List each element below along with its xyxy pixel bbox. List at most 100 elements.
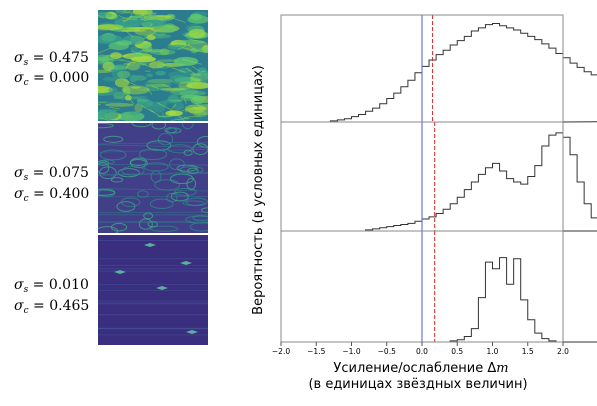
histogram-bar [464, 336, 471, 342]
histogram-bar [387, 227, 394, 231]
caustic-cell [189, 13, 203, 20]
caustic-cell [192, 215, 208, 221]
caustic-cell [104, 103, 135, 107]
histogram-bar [443, 50, 450, 122]
caustic-line [147, 87, 153, 95]
caustic-cell [116, 201, 136, 212]
histogram-bar [507, 28, 514, 122]
histogram-bar [422, 66, 429, 122]
histogram-bar [507, 284, 514, 342]
histogram-panel-1 [280, 14, 597, 123]
histogram-bar [493, 163, 500, 231]
caustic-line [200, 70, 206, 73]
histogram-bar [415, 221, 422, 231]
caustic-line [100, 117, 111, 121]
histogram-bar [408, 80, 415, 122]
caustic-cell [182, 200, 205, 206]
x-tick-label: 1.0 [487, 347, 499, 356]
histogram-panels: −2.0 −1.5 −1.0 −0.5 0.0 0.5 1.0 1.5 2.0 [272, 14, 597, 356]
caustic-line [171, 67, 186, 73]
caustic-cusp [156, 286, 168, 290]
sigma-c-label-1: σc = 0.000 [14, 70, 89, 88]
histogram-steps [281, 132, 597, 232]
axes-text: Вероятность (в условных единицах) Усилен… [251, 65, 528, 392]
histogram-bar [359, 115, 366, 122]
caustic-line [151, 86, 160, 89]
caustic-line [122, 87, 127, 91]
caustic-line [122, 10, 127, 13]
caustic-line [167, 16, 186, 23]
histogram-bar [577, 182, 584, 231]
sigma-s-label-2: σs = 0.075 [14, 165, 89, 183]
histogram-bar [436, 214, 443, 231]
caustic-cell [184, 104, 206, 114]
caustic-cell [103, 135, 124, 143]
histogram-bar [485, 25, 492, 122]
caustic-cell [141, 19, 167, 28]
caustic-line [119, 59, 136, 63]
caustic-line [181, 106, 197, 112]
caustic-cell [115, 40, 133, 46]
histogram-bar [521, 184, 528, 231]
histogram-bar [471, 182, 478, 231]
caustic-cusp [186, 330, 198, 334]
histogram-bar [507, 179, 514, 231]
caustic-line [143, 32, 154, 40]
histogram-bar [401, 224, 408, 231]
caustic-cell [117, 70, 131, 79]
caustic-line [123, 27, 126, 29]
histogram-bar [563, 58, 570, 122]
histogram-bar [584, 204, 591, 231]
caustic-line [98, 211, 208, 214]
caustic-cell [165, 110, 183, 117]
caustic-cell [110, 52, 122, 60]
map-panel-1 [98, 10, 208, 121]
map-background [98, 235, 208, 345]
caustic-cell [143, 162, 169, 172]
caustic-cell [138, 218, 153, 230]
histogram-bar [380, 104, 387, 122]
caustic-cell [188, 28, 206, 39]
caustic-cell [168, 158, 185, 171]
caustic-line [98, 163, 208, 166]
histogram-bar [521, 33, 528, 122]
x-axis: −2.0 −1.5 −1.0 −0.5 0.0 0.5 1.0 1.5 2.0 [272, 342, 569, 356]
caustic-cell [186, 82, 208, 89]
histogram-bar [450, 204, 457, 231]
caustic-line [148, 23, 153, 29]
sigma-s-label-3: σs = 0.010 [14, 277, 89, 295]
histogram-bar [387, 98, 394, 122]
histogram-bar [500, 258, 507, 342]
histogram-panel-3 [280, 230, 597, 343]
caustic-cell [133, 52, 145, 57]
histogram-bar [577, 67, 584, 122]
histogram-bar [464, 190, 471, 231]
caustic-line [130, 50, 149, 58]
caustic-cell [167, 94, 179, 104]
caustic-line [185, 67, 196, 75]
caustic-cell [198, 47, 208, 54]
x-axis-label-text: Усиление/ослабление Δ [333, 361, 496, 376]
histogram-bar [514, 259, 521, 342]
caustic-cell [123, 62, 148, 66]
caustic-cell [129, 111, 141, 115]
x-axis-label-units: (в единицах звёздных величин) [308, 377, 527, 392]
caustic-cell [98, 54, 110, 63]
caustic-line [125, 30, 134, 38]
sigma-s-label-1: σs = 0.475 [14, 50, 89, 68]
caustic-cell [114, 78, 130, 88]
histogram-bar [549, 135, 556, 231]
caustic-line [183, 32, 200, 36]
histogram-bar [535, 40, 542, 122]
caustic-cell [145, 12, 157, 15]
caustic-cell [137, 99, 154, 108]
y-axis-label: Вероятность (в условных единицах) [251, 65, 266, 315]
caustic-cusp [114, 270, 126, 274]
caustic-line [183, 98, 187, 104]
caustic-line [123, 79, 136, 86]
caustic-cell [166, 99, 182, 102]
histogram-bar [570, 63, 577, 122]
caustic-cell [167, 44, 190, 50]
caustic-cell [147, 104, 166, 113]
caustic-line [150, 110, 160, 116]
